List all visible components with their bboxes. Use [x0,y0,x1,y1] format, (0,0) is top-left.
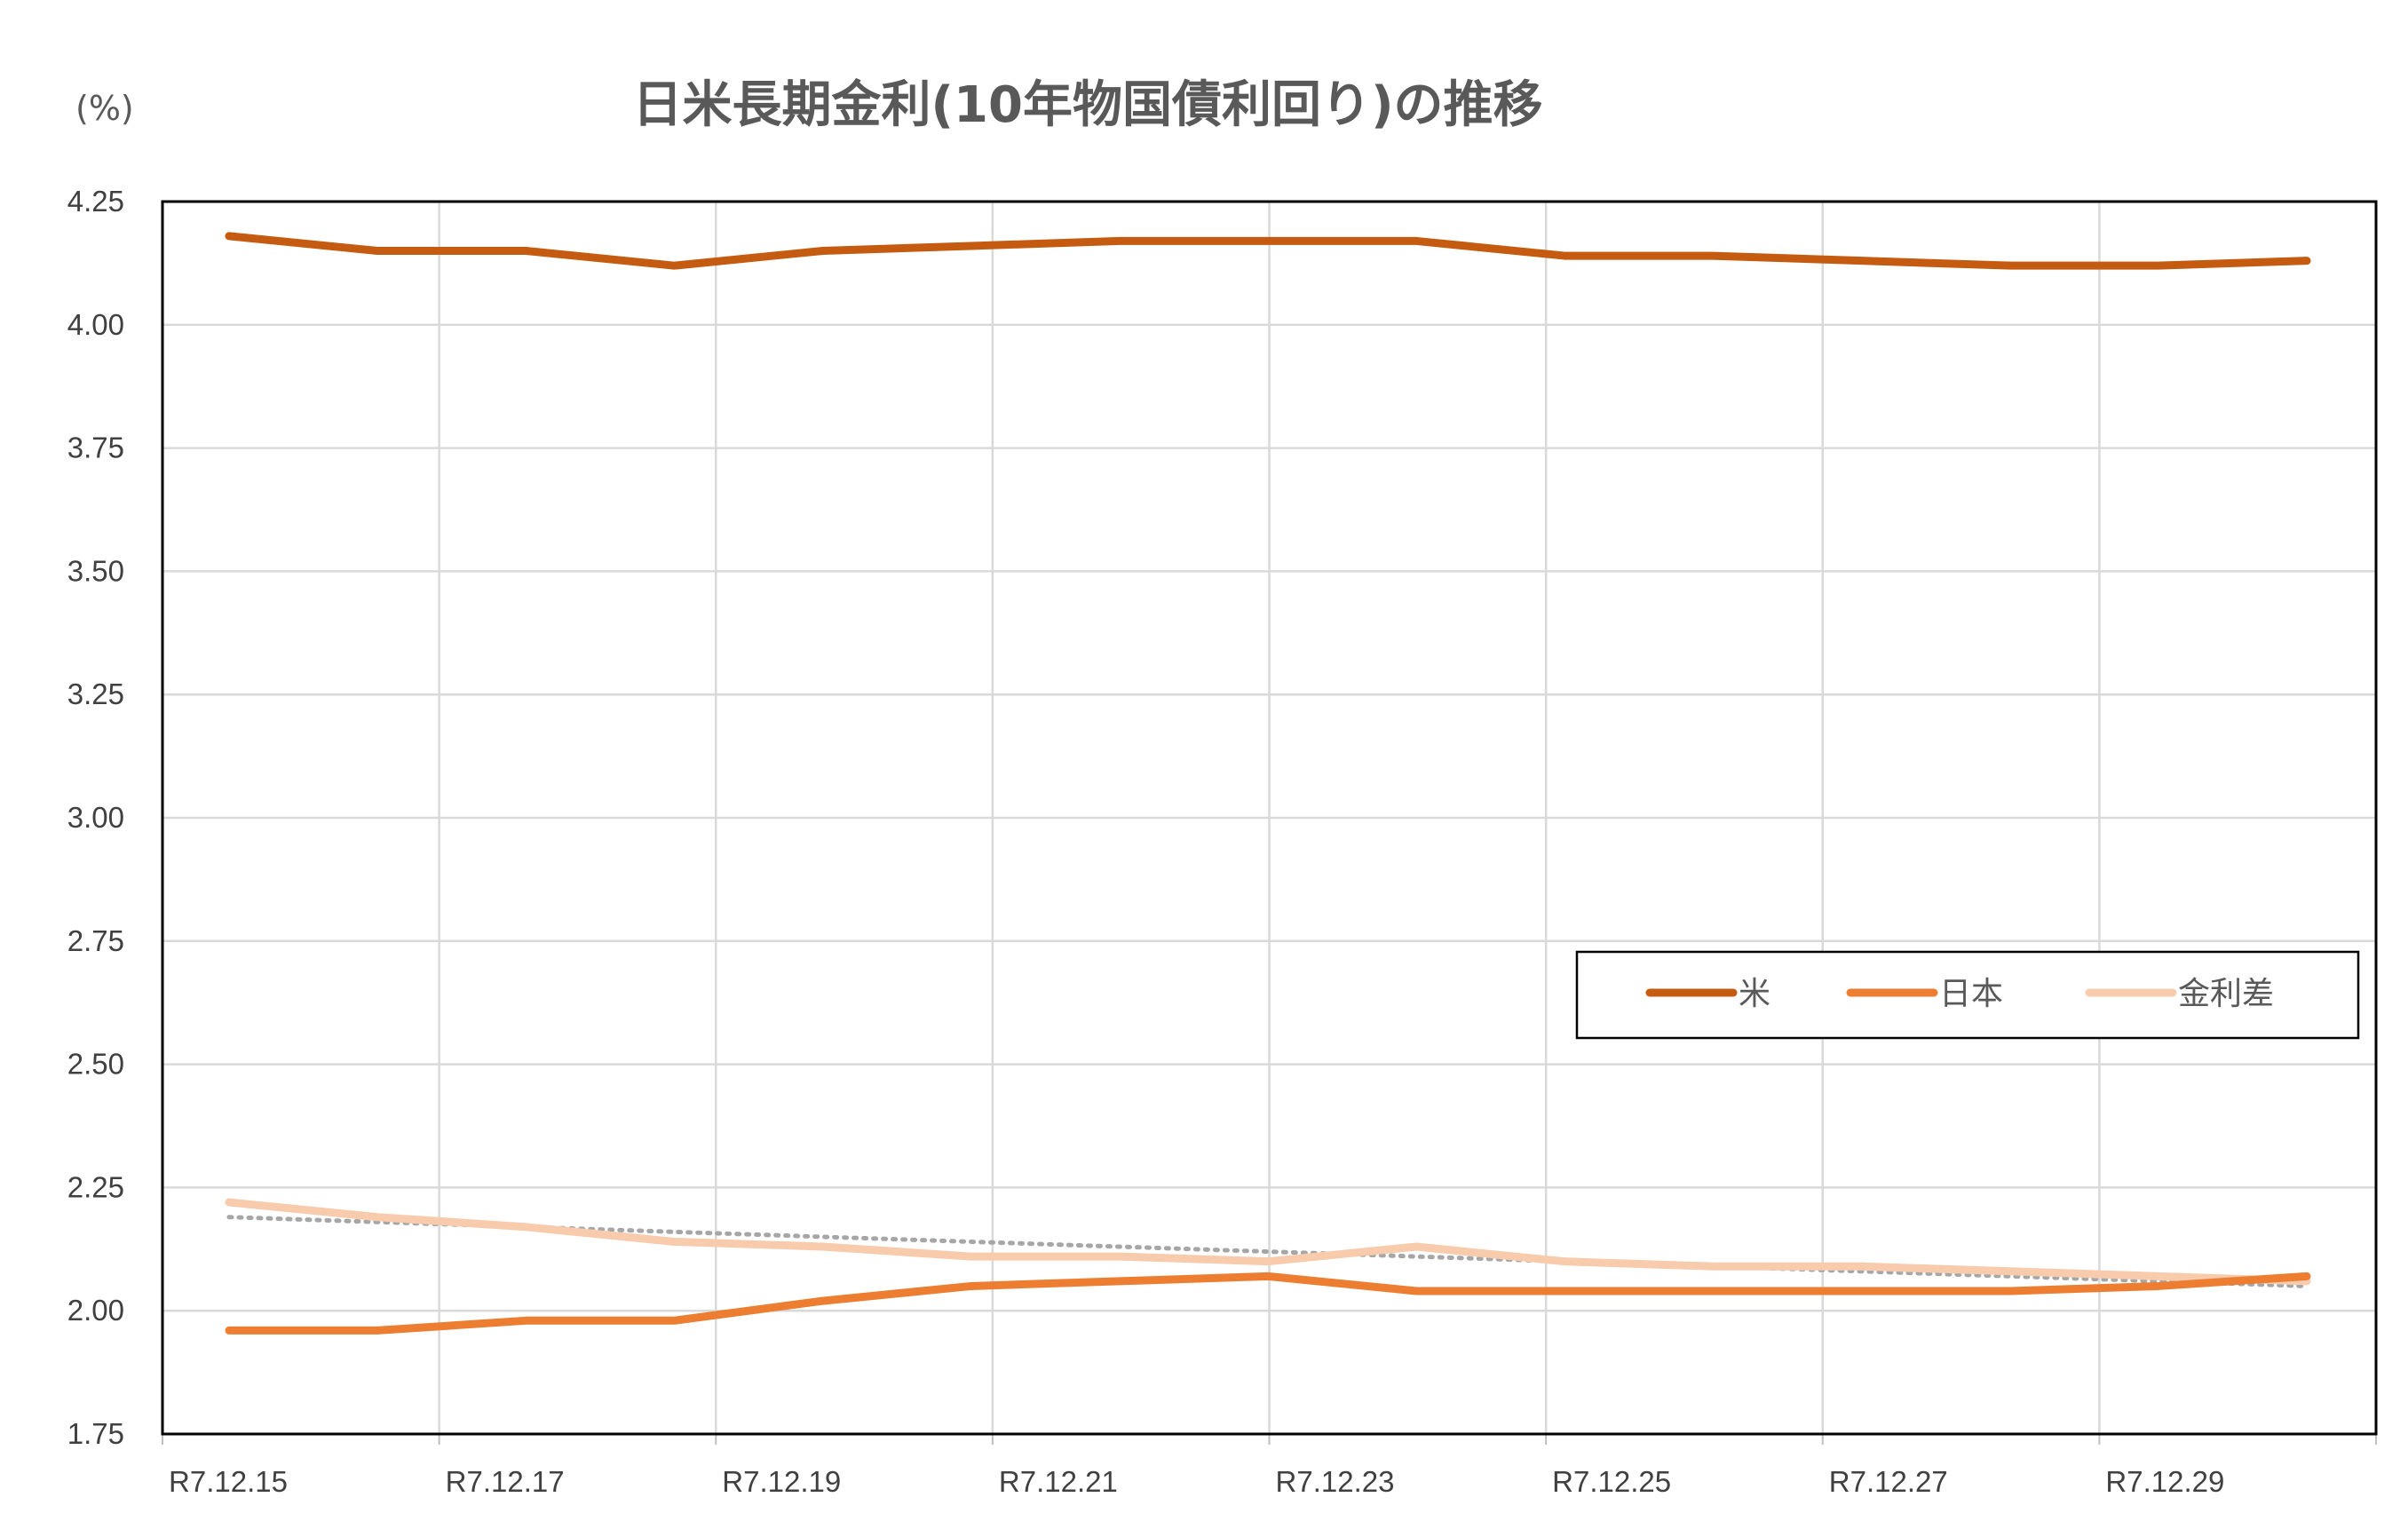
plot-area-border [161,200,2378,1436]
x-tick-label: R7.12.17 [446,1465,565,1498]
series-line-1 [225,1272,2311,1335]
legend-label: 米 [1739,976,1770,1012]
legend: 米 日本 金利差 [1575,950,2360,1040]
series-lines [225,232,2311,1335]
y-tick-label: 3.50 [67,554,124,587]
legend-label: 金利差 [2178,976,2274,1012]
y-tick-label: 4.25 [67,185,124,218]
y-tick-label: 1.75 [67,1417,124,1450]
y-tick-label: 3.75 [67,432,124,464]
y-unit-label: (%) [75,89,134,128]
y-axis-ticks: 4.25 4.00 3.75 3.50 3.25 3.00 2.75 2.50 2.25 2.00… [67,185,124,1450]
series-line-2 [225,1198,2311,1286]
y-tick-label: 2.50 [67,1048,124,1081]
y-tick-label: 4.00 [67,308,124,341]
x-tick-label: R7.12.25 [1552,1465,1671,1498]
series-line-0 [225,232,2311,270]
x-tick-label: R7.12.29 [2105,1465,2224,1498]
y-tick-label: 3.00 [67,801,124,834]
x-tick-label: R7.12.23 [1276,1465,1395,1498]
legend-box [1575,950,2360,1040]
chart-title: 日米長期金利(10年物国債利回り)の推移 [632,76,1542,134]
y-tick-label: 2.00 [67,1294,124,1327]
x-axis-ticks: R7.12.15 R7.12.17 R7.12.19 R7.12.21 R7.12.23… [162,1434,2377,1498]
y-tick-label: 3.25 [67,677,124,710]
legend-label: 日本 [1939,976,2003,1012]
y-tick-label: 2.25 [67,1170,124,1203]
y-tick-label: 2.75 [67,924,124,957]
x-tick-label: R7.12.21 [999,1465,1118,1498]
x-tick-label: R7.12.15 [169,1465,288,1498]
x-tick-label: R7.12.19 [722,1465,841,1498]
grid [162,202,2376,1434]
x-tick-label: R7.12.27 [1829,1465,1948,1498]
